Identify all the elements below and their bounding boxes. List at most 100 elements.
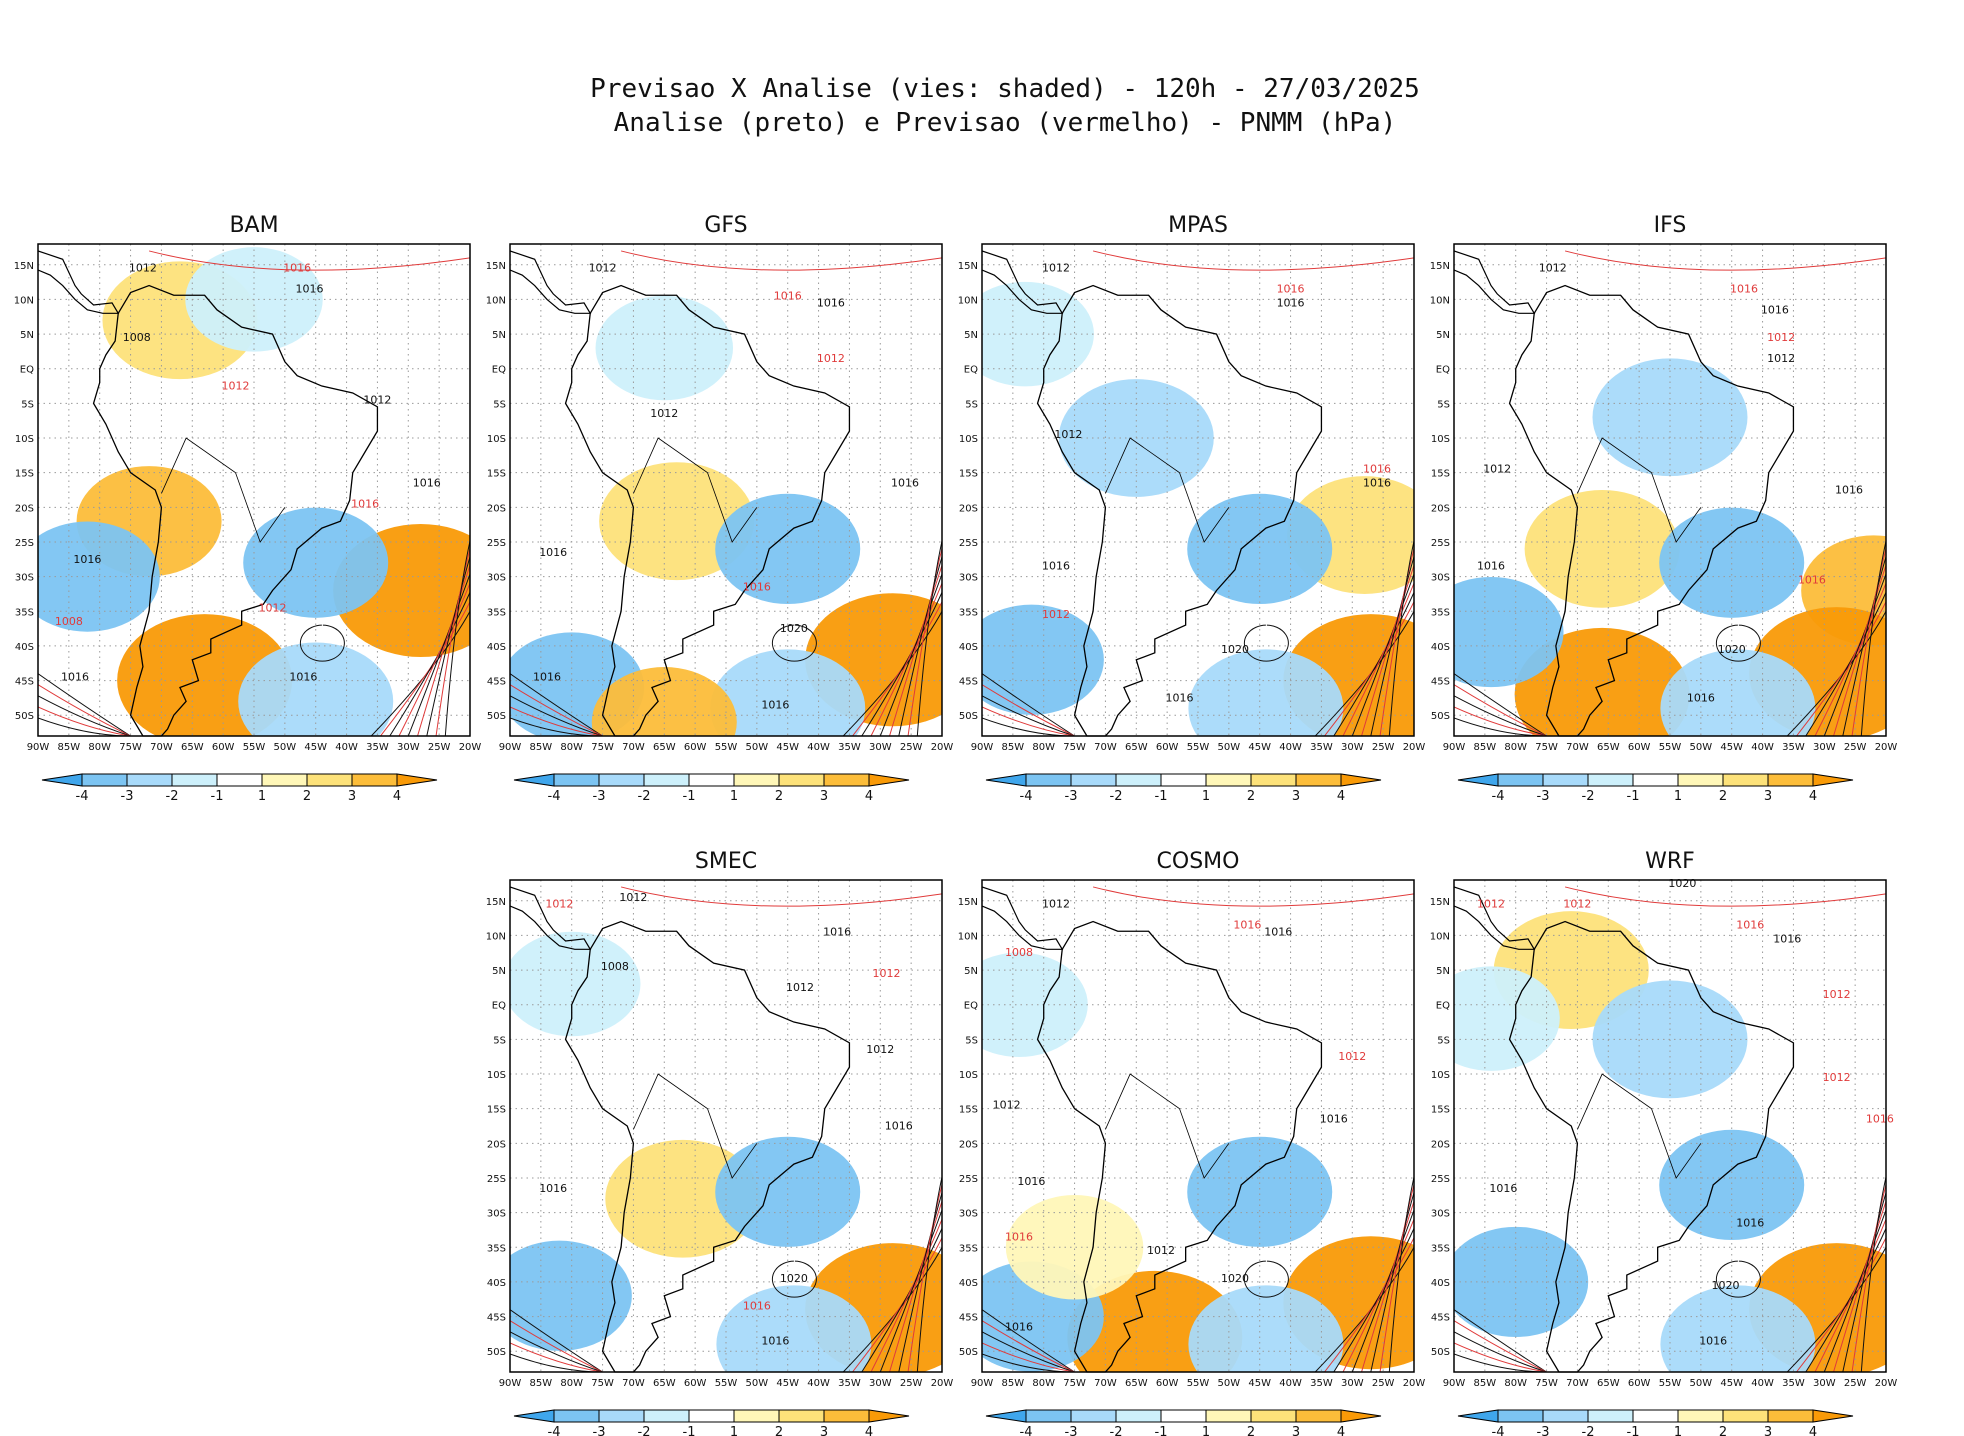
wrf-colorbar-label-3: -1 [1627, 1425, 1640, 1436]
bam-colorbar-seg-6 [306, 773, 353, 787]
mpas-ytick-2: 5N [964, 330, 978, 341]
bam-isobar-label-7: 1016 [351, 497, 379, 510]
cosmo-colorbar-seg-3 [1115, 1409, 1162, 1423]
cosmo-colorbar-label-0: -4 [1020, 1425, 1033, 1436]
cosmo-colorbar-seg-1 [1025, 1409, 1072, 1423]
ifs-colorbar-seg-4 [1632, 773, 1679, 787]
mpas-xtick-12: 30W [1341, 742, 1364, 753]
wrf-isobar-label-2: 1012 [1563, 898, 1591, 911]
cosmo-xtick-11: 35W [1310, 1378, 1333, 1389]
wrf-xtick-14: 20W [1875, 1378, 1898, 1389]
bam-isobar-sw-1 [38, 684, 131, 736]
cosmo-borders [1105, 1073, 1230, 1179]
wrf-colorbar-label-5: 2 [1719, 1425, 1727, 1436]
wrf-xtick-9: 45W [1720, 1378, 1743, 1389]
smec-ytick-4: 5S [493, 1035, 506, 1046]
ifs-central-america [1454, 250, 1536, 314]
bam-isobar-label-11: 1008 [55, 615, 83, 628]
bam-coastline [92, 284, 379, 737]
wrf-colorbar-label-7: 4 [1809, 1425, 1817, 1436]
smec-colorbar-seg-5 [733, 1409, 780, 1423]
cosmo-ytick-5: 10S [959, 1070, 978, 1081]
bam-xtick-6: 60W [212, 742, 235, 753]
ifs-xtick-7: 55W [1659, 742, 1682, 753]
smec-bias-region-4 [716, 1285, 872, 1372]
bam-bias-region-6 [238, 642, 394, 736]
smec-colorbar-seg-1 [553, 1409, 600, 1423]
ifs-colorbar-label-7: 4 [1809, 789, 1817, 804]
mpas-colorbar-left-arrow [985, 773, 1027, 787]
cosmo-xtick-5: 65W [1125, 1378, 1148, 1389]
ifs-isobar-label-7: 1016 [1798, 574, 1826, 587]
mpas-colorbar-label-2: -2 [1110, 789, 1123, 804]
smec-colorbar: -4 -3 -2 -1 1 2 3 4 [513, 1409, 910, 1436]
wrf-ytick-12: 45S [1431, 1313, 1450, 1324]
mpas-xtick-6: 60W [1156, 742, 1179, 753]
bam-bias-region-5 [243, 507, 389, 618]
ifs-isobar-label-1: 1016 [1730, 283, 1758, 296]
smec-bias-region-3 [510, 1240, 632, 1351]
mpas-isobar-high [1243, 624, 1289, 662]
gfs-colorbar-seg-4 [688, 773, 735, 787]
bam-xtick-4: 70W [150, 742, 173, 753]
gfs-ytick-4: 5S [493, 399, 506, 410]
cosmo-isobar-label-9: 1012 [1147, 1244, 1175, 1257]
ifs-xtick-6: 60W [1628, 742, 1651, 753]
gfs-colorbar-label-6: 3 [820, 789, 828, 804]
bam-xtick-12: 30W [397, 742, 420, 753]
gfs-colorbar-seg-7 [823, 773, 870, 787]
smec-xtick-4: 70W [622, 1378, 645, 1389]
smec-coastline [564, 920, 851, 1373]
bam-bias-shading [38, 247, 470, 736]
ifs-ytick-0: 15N [1430, 261, 1450, 272]
mpas-xtick-10: 40W [1279, 742, 1302, 753]
bam-isobar-label-0: 1012 [129, 262, 157, 275]
wrf-isobar-label-0: 1020 [1668, 877, 1696, 890]
ifs-isobar-label-0: 1012 [1539, 262, 1567, 275]
mpas-isobar-label-2: 1016 [1277, 296, 1305, 309]
ifs-colorbar-seg-7 [1767, 773, 1814, 787]
wrf-borders [1577, 1073, 1702, 1179]
bam-xtick-9: 45W [304, 742, 327, 753]
bam-isobar-label-2: 1016 [283, 262, 311, 275]
bam-xtick-1: 85W [58, 742, 81, 753]
mpas-xtick-1: 85W [1002, 742, 1025, 753]
ifs-bias-region-5 [1454, 576, 1564, 688]
cosmo-xtick-13: 25W [1372, 1378, 1395, 1389]
gfs-bias-region-2 [715, 493, 861, 605]
bam-isobar-se-8 [444, 538, 470, 736]
gfs-ytick-13: 50S [487, 711, 506, 722]
wrf-ytick-2: 5N [1436, 966, 1450, 977]
mpas-isobar-se-7 [1379, 546, 1414, 736]
ifs-isobar-se-8 [1860, 538, 1886, 736]
smec-xtick-10: 40W [807, 1378, 830, 1389]
mpas-xtick-11: 35W [1310, 742, 1333, 753]
gfs-isobar-sw-0 [510, 673, 603, 736]
gfs-ytick-2: 5N [492, 330, 506, 341]
wrf-colorbar-seg-5 [1677, 1409, 1724, 1423]
bam-isobar-label-5: 1012 [363, 393, 391, 406]
cosmo-coastline [1036, 920, 1323, 1373]
bam-ytick-11: 40S [15, 642, 34, 653]
cosmo-colorbar-seg-7 [1295, 1409, 1342, 1423]
ifs-colorbar-label-4: 1 [1674, 789, 1682, 804]
mpas-isobar-label-5: 1016 [1363, 477, 1391, 490]
gfs-isobar-se-7 [907, 546, 942, 736]
smec-colorbar-seg-2 [598, 1409, 645, 1423]
wrf-coastline [1508, 920, 1795, 1373]
wrf-isobar-high [1715, 1260, 1761, 1298]
smec-xtick-5: 65W [653, 1378, 676, 1389]
mpas-colorbar-label-7: 4 [1337, 789, 1345, 804]
wrf-xtick-11: 35W [1782, 1378, 1805, 1389]
ifs-isobar-label-6: 1016 [1835, 483, 1863, 496]
ifs-ytick-7: 20S [1431, 503, 1450, 514]
gfs-colorbar-label-4: 1 [730, 789, 738, 804]
mpas-colorbar-seg-4 [1160, 773, 1207, 787]
ifs-coastline [1508, 284, 1795, 737]
gfs-colorbar-seg-3 [643, 773, 690, 787]
wrf-isobar-sw-2 [1454, 1331, 1547, 1372]
gfs-colorbar-label-1: -3 [593, 789, 606, 804]
smec-isobar-label-3: 1008 [601, 960, 629, 973]
mpas-xtick-2: 80W [1032, 742, 1055, 753]
wrf-central-america [1454, 886, 1536, 950]
